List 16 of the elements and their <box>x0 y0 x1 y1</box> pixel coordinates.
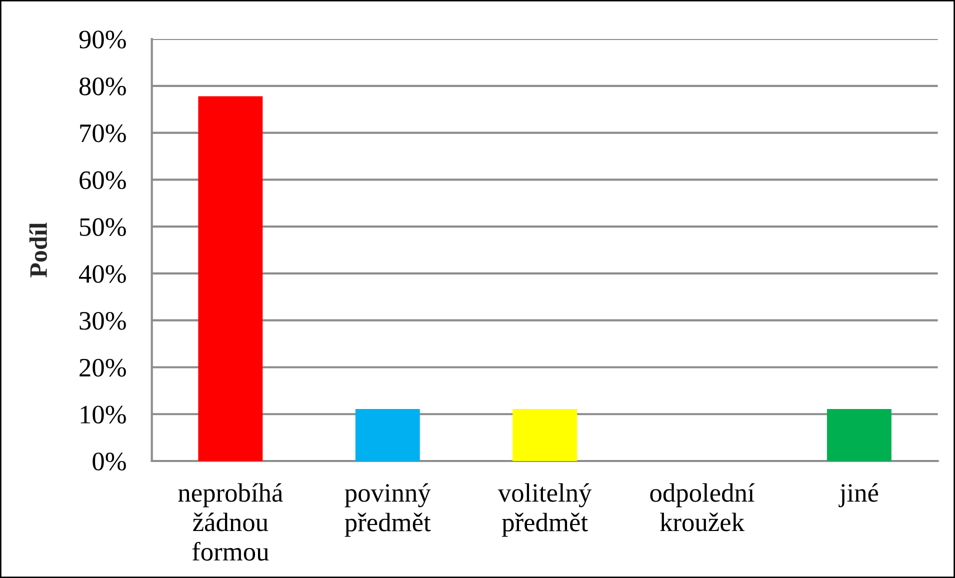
x-tick-label: odpolední kroužek <box>650 483 755 532</box>
y-tick-label: 90% <box>79 30 126 49</box>
y-tick-label: 10% <box>80 406 126 424</box>
y-tick-label: 80% <box>79 78 126 96</box>
y-tick-label: 20% <box>80 358 126 377</box>
x-tick-label: povinný předmět <box>344 483 431 537</box>
y-tick-label: 60% <box>80 171 126 190</box>
y-axis-title: Podíl <box>29 222 48 278</box>
y-tick-label: 50% <box>80 218 126 236</box>
x-tick-label: neprobíhá žádnou formou <box>178 483 283 561</box>
y-tick-label: 30% <box>80 312 126 330</box>
y-tick-label: 0% <box>92 452 126 471</box>
x-tick-label: jiné <box>838 483 878 508</box>
y-tick-label: 40% <box>78 265 126 283</box>
y-tick-label: 70% <box>80 124 126 142</box>
x-tick-label: volitelný předmět <box>498 483 592 537</box>
